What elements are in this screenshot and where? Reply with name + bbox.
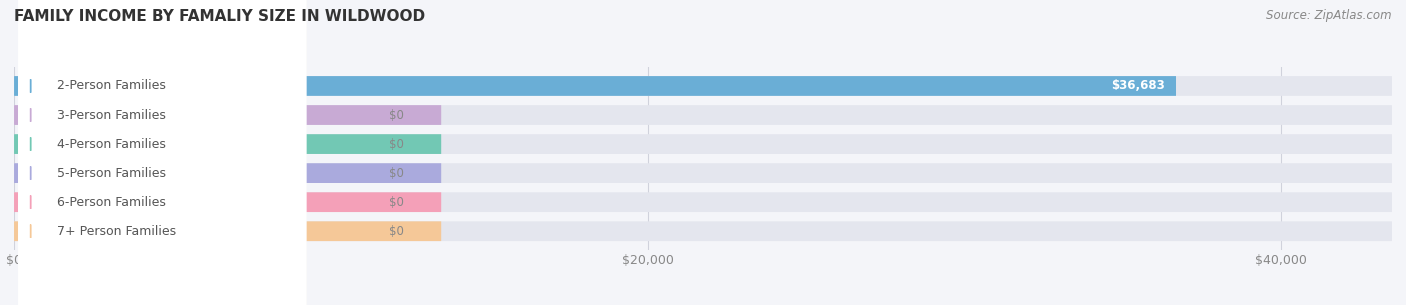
FancyBboxPatch shape [14,221,1392,241]
Text: 6-Person Families: 6-Person Families [58,196,166,209]
FancyBboxPatch shape [14,134,1392,154]
Text: $0: $0 [389,225,404,238]
Text: FAMILY INCOME BY FAMALIY SIZE IN WILDWOOD: FAMILY INCOME BY FAMALIY SIZE IN WILDWOO… [14,9,425,24]
FancyBboxPatch shape [18,0,307,305]
FancyBboxPatch shape [14,105,1392,125]
FancyBboxPatch shape [14,163,1392,183]
FancyBboxPatch shape [18,0,307,305]
Text: 5-Person Families: 5-Person Families [58,167,166,180]
Text: 4-Person Families: 4-Person Families [58,138,166,151]
FancyBboxPatch shape [14,134,441,154]
Text: 2-Person Families: 2-Person Families [58,80,166,92]
FancyBboxPatch shape [14,192,441,212]
FancyBboxPatch shape [18,0,307,305]
FancyBboxPatch shape [18,0,307,305]
FancyBboxPatch shape [14,76,1392,96]
Text: $0: $0 [389,196,404,209]
FancyBboxPatch shape [14,76,1175,96]
FancyBboxPatch shape [18,0,307,305]
Text: $0: $0 [389,109,404,121]
FancyBboxPatch shape [14,163,441,183]
FancyBboxPatch shape [14,105,441,125]
FancyBboxPatch shape [14,221,441,241]
Text: 7+ Person Families: 7+ Person Families [58,225,176,238]
Text: $0: $0 [389,138,404,151]
Text: $36,683: $36,683 [1111,80,1166,92]
Text: 3-Person Families: 3-Person Families [58,109,166,121]
Text: Source: ZipAtlas.com: Source: ZipAtlas.com [1267,9,1392,22]
FancyBboxPatch shape [14,192,1392,212]
Text: $0: $0 [389,167,404,180]
FancyBboxPatch shape [18,0,307,305]
